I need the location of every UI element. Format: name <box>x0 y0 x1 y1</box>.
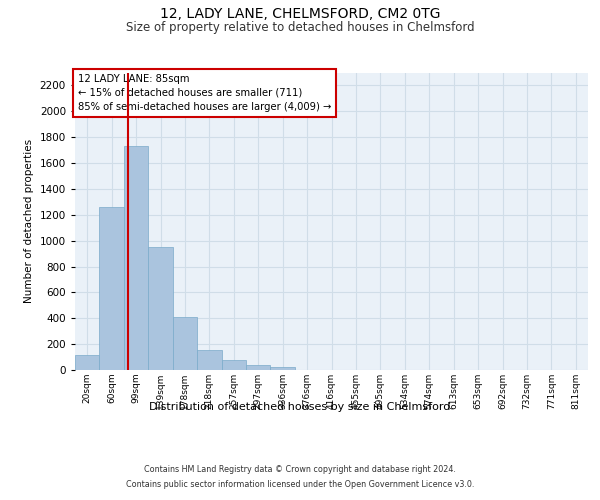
Bar <box>197 350 221 370</box>
Bar <box>148 247 173 370</box>
Text: Contains public sector information licensed under the Open Government Licence v3: Contains public sector information licen… <box>126 480 474 489</box>
Bar <box>271 367 295 370</box>
Bar <box>173 317 197 370</box>
Text: Distribution of detached houses by size in Chelmsford: Distribution of detached houses by size … <box>149 402 451 412</box>
Bar <box>100 207 124 370</box>
Bar <box>221 360 246 370</box>
Bar <box>124 146 148 370</box>
Text: 12, LADY LANE, CHELMSFORD, CM2 0TG: 12, LADY LANE, CHELMSFORD, CM2 0TG <box>160 8 440 22</box>
Bar <box>75 355 100 370</box>
Text: Contains HM Land Registry data © Crown copyright and database right 2024.: Contains HM Land Registry data © Crown c… <box>144 465 456 474</box>
Text: Size of property relative to detached houses in Chelmsford: Size of property relative to detached ho… <box>125 21 475 34</box>
Y-axis label: Number of detached properties: Number of detached properties <box>24 139 34 304</box>
Bar <box>246 365 271 370</box>
Text: 12 LADY LANE: 85sqm
← 15% of detached houses are smaller (711)
85% of semi-detac: 12 LADY LANE: 85sqm ← 15% of detached ho… <box>77 74 331 112</box>
